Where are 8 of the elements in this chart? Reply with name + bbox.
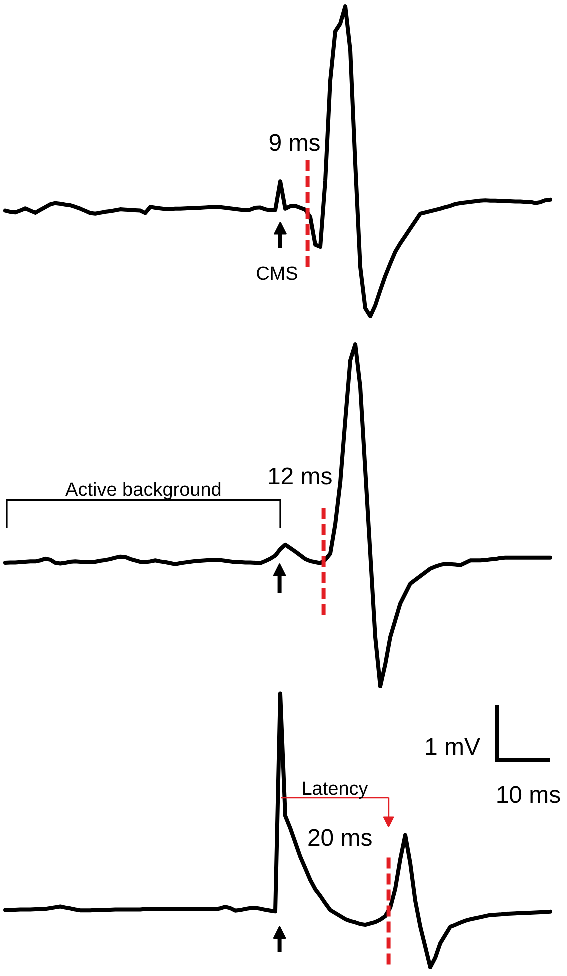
annotation: Latency xyxy=(302,779,369,800)
text: 9 ms xyxy=(268,130,321,157)
annotation: Active background xyxy=(66,480,222,501)
annotation: 10 ms xyxy=(496,782,562,809)
text: 12 ms xyxy=(267,464,333,491)
text: 20 ms xyxy=(307,825,373,852)
annotation: CMS xyxy=(256,264,298,285)
annotation: 1 mV xyxy=(424,734,480,761)
